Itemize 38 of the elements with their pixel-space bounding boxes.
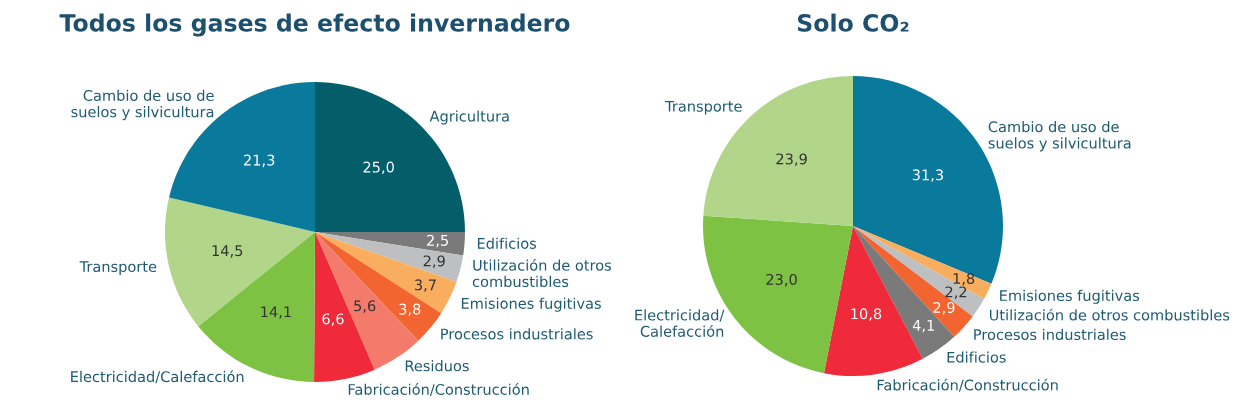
data-label: 1,8 bbox=[953, 272, 975, 286]
data-label: 14,5 bbox=[212, 245, 243, 258]
slice-label: Fabricación/Construcción bbox=[877, 378, 1058, 392]
slice-label: Cambio de uso de suelos y silvicultura bbox=[71, 89, 214, 121]
data-label: 14,1 bbox=[261, 306, 291, 319]
data-label: 2,2 bbox=[945, 286, 967, 299]
slice-label: Electricidad/ Calefacción bbox=[635, 309, 725, 337]
data-label: 3,7 bbox=[414, 279, 436, 292]
data-label: 3,8 bbox=[399, 303, 421, 317]
data-label: 31,3 bbox=[912, 169, 943, 182]
slice-label: Emisiones fugitivas bbox=[1000, 289, 1140, 304]
data-label: 4,1 bbox=[912, 320, 934, 333]
slice-label: Transporte bbox=[79, 261, 157, 275]
slice-label: Procesos industriales bbox=[441, 328, 593, 340]
data-label: 21,3 bbox=[244, 154, 275, 168]
data-label: 10,8 bbox=[851, 308, 882, 321]
slice-label: Edificios bbox=[947, 351, 1006, 363]
slice-label: Fabricación/Construcción bbox=[348, 383, 529, 397]
slice-label: Residuos bbox=[405, 360, 469, 372]
slice-label: Electricidad/Calefacción bbox=[71, 370, 244, 384]
slice-label: Transporte bbox=[665, 100, 742, 115]
slice-label: Utilización de otros combustibles bbox=[472, 258, 612, 288]
data-label: 23,0 bbox=[766, 273, 797, 287]
chart-title: Todos los gases de efecto invernadero bbox=[59, 13, 570, 37]
slice-label: Cambio de uso de suelos y silvicultura bbox=[988, 120, 1131, 152]
slice-label: Edificios bbox=[477, 237, 537, 249]
slice-label: Agricultura bbox=[429, 110, 509, 125]
slice-label: Emisiones fugitivas bbox=[461, 297, 601, 312]
data-label: 2,9 bbox=[423, 255, 445, 268]
chart-title: Solo CO₂ bbox=[797, 13, 909, 32]
data-label: 2,5 bbox=[427, 234, 448, 248]
data-label: 6,6 bbox=[322, 313, 344, 326]
data-label: 25,0 bbox=[363, 161, 394, 175]
data-label: 23,9 bbox=[776, 153, 807, 166]
data-label: 2,9 bbox=[933, 301, 955, 315]
slice-label: Procesos industriales bbox=[974, 328, 1126, 341]
slice-label: Utilización de otros combustibles bbox=[989, 308, 1230, 321]
data-label: 5,6 bbox=[354, 300, 376, 313]
